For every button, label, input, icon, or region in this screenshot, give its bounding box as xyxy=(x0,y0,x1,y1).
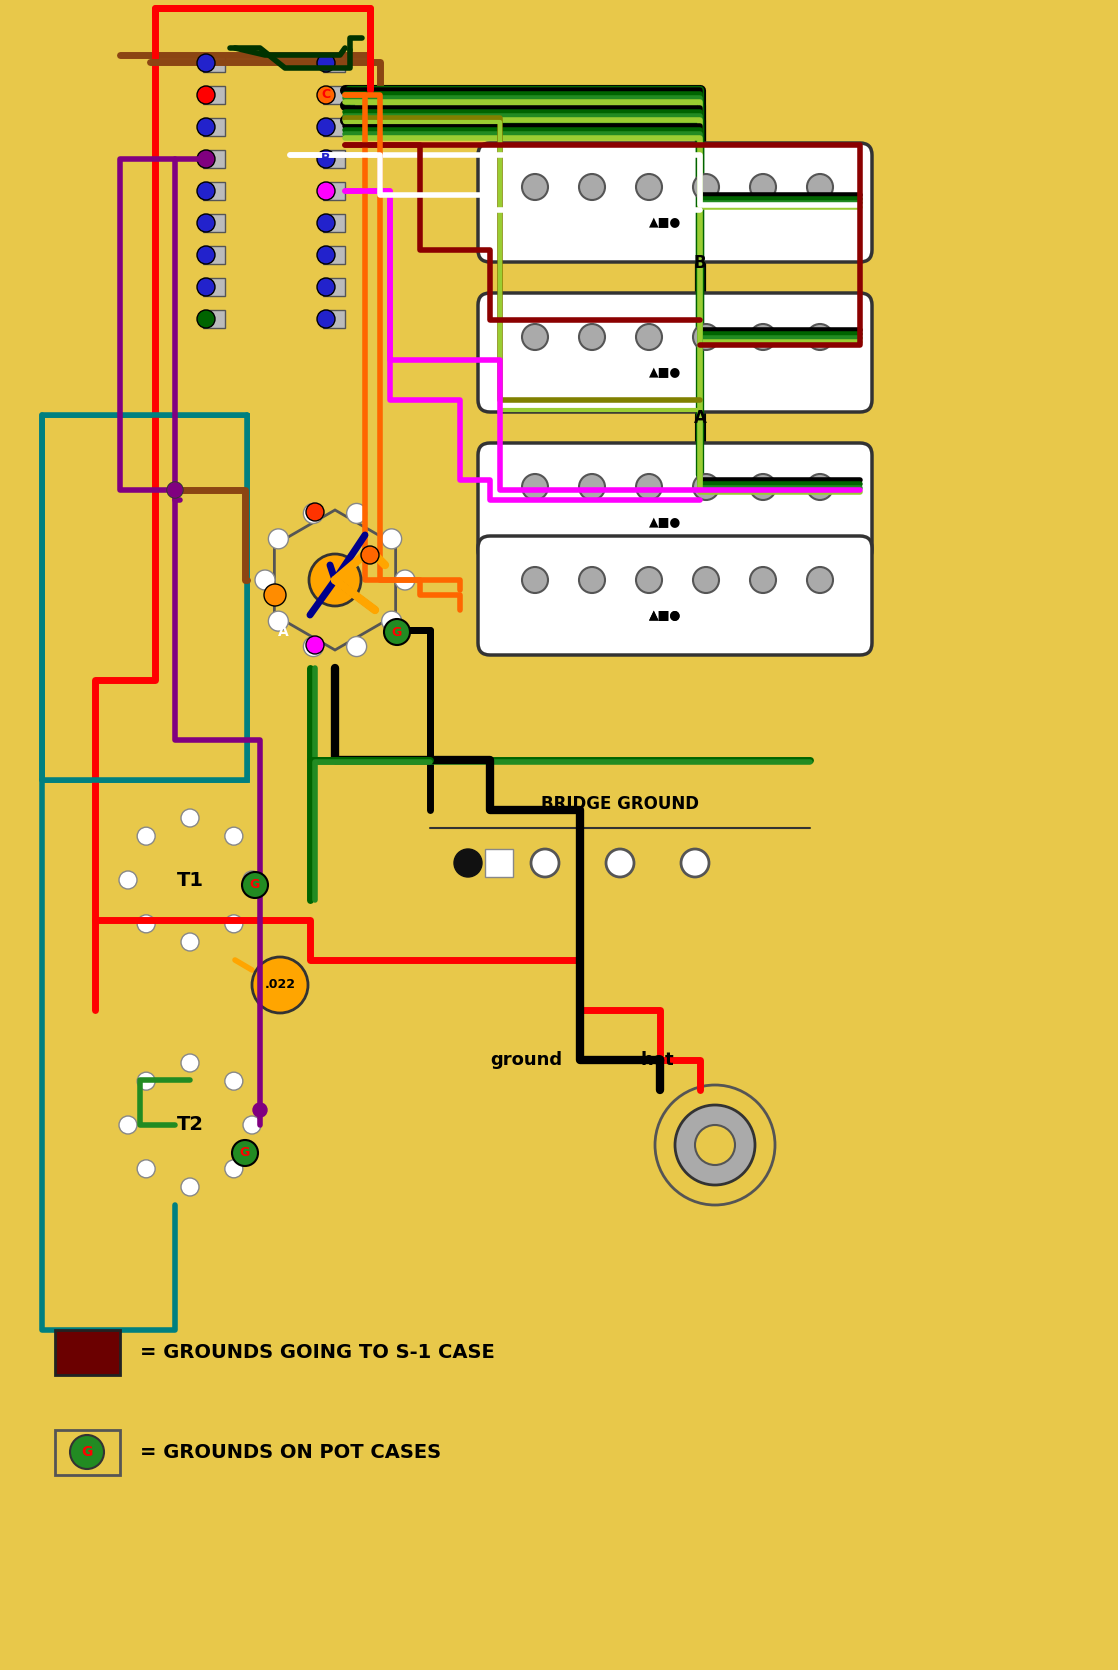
Circle shape xyxy=(110,800,271,960)
Circle shape xyxy=(636,568,662,593)
Text: G: G xyxy=(392,626,402,638)
FancyBboxPatch shape xyxy=(203,150,225,169)
Text: G: G xyxy=(82,1445,93,1460)
Circle shape xyxy=(197,277,215,296)
Circle shape xyxy=(807,324,833,351)
FancyBboxPatch shape xyxy=(323,214,345,232)
FancyBboxPatch shape xyxy=(160,960,180,1010)
Circle shape xyxy=(318,119,334,135)
Circle shape xyxy=(318,119,335,135)
Text: A: A xyxy=(693,409,707,428)
Circle shape xyxy=(636,174,662,200)
Circle shape xyxy=(225,1161,243,1177)
Circle shape xyxy=(268,611,288,631)
FancyBboxPatch shape xyxy=(203,182,225,200)
Text: T1: T1 xyxy=(177,870,203,890)
Circle shape xyxy=(318,311,334,327)
Circle shape xyxy=(318,150,334,167)
Circle shape xyxy=(381,611,401,631)
Text: B: B xyxy=(321,152,331,165)
Circle shape xyxy=(198,215,214,230)
Circle shape xyxy=(138,915,155,934)
Circle shape xyxy=(381,529,401,549)
Circle shape xyxy=(247,493,423,668)
Circle shape xyxy=(522,568,548,593)
Circle shape xyxy=(198,119,214,135)
Text: = GROUNDS GOING TO S-1 CASE: = GROUNDS GOING TO S-1 CASE xyxy=(140,1343,495,1361)
Circle shape xyxy=(318,184,334,199)
Circle shape xyxy=(318,247,334,262)
FancyBboxPatch shape xyxy=(200,960,220,1010)
Text: = GROUNDS ON POT CASES: = GROUNDS ON POT CASES xyxy=(140,1443,442,1461)
Circle shape xyxy=(522,174,548,200)
Circle shape xyxy=(255,569,275,590)
Circle shape xyxy=(395,569,415,590)
Circle shape xyxy=(110,1045,271,1206)
Circle shape xyxy=(655,1086,775,1206)
Circle shape xyxy=(693,474,719,499)
FancyBboxPatch shape xyxy=(55,1329,120,1374)
Text: G: G xyxy=(250,878,260,892)
Circle shape xyxy=(138,1072,155,1091)
Circle shape xyxy=(695,1126,735,1166)
Circle shape xyxy=(750,474,776,499)
Circle shape xyxy=(309,554,361,606)
Circle shape xyxy=(318,279,334,296)
Circle shape xyxy=(318,182,335,200)
Circle shape xyxy=(119,1116,138,1134)
FancyBboxPatch shape xyxy=(203,214,225,232)
Circle shape xyxy=(318,277,335,296)
Circle shape xyxy=(197,85,215,104)
FancyBboxPatch shape xyxy=(479,144,872,262)
FancyBboxPatch shape xyxy=(160,1206,180,1254)
Circle shape xyxy=(225,827,243,845)
Text: hot: hot xyxy=(639,1050,674,1069)
Circle shape xyxy=(306,636,324,655)
Circle shape xyxy=(168,483,182,498)
Circle shape xyxy=(750,174,776,200)
FancyBboxPatch shape xyxy=(479,292,872,412)
Circle shape xyxy=(167,483,183,498)
FancyBboxPatch shape xyxy=(203,245,225,264)
FancyBboxPatch shape xyxy=(203,53,225,72)
Text: BRIDGE GROUND: BRIDGE GROUND xyxy=(541,795,699,813)
Circle shape xyxy=(693,174,719,200)
Circle shape xyxy=(264,584,286,606)
Text: ▲■●: ▲■● xyxy=(648,610,681,623)
FancyBboxPatch shape xyxy=(323,85,345,104)
Circle shape xyxy=(70,1435,104,1470)
FancyBboxPatch shape xyxy=(323,311,345,327)
Circle shape xyxy=(198,150,214,167)
Circle shape xyxy=(361,546,379,564)
Circle shape xyxy=(807,474,833,499)
FancyBboxPatch shape xyxy=(323,245,345,264)
Circle shape xyxy=(318,215,334,230)
Circle shape xyxy=(252,957,307,1014)
FancyBboxPatch shape xyxy=(479,443,872,563)
Circle shape xyxy=(241,872,268,898)
FancyBboxPatch shape xyxy=(323,119,345,135)
Circle shape xyxy=(579,174,605,200)
Circle shape xyxy=(303,503,323,523)
Circle shape xyxy=(181,1177,199,1196)
FancyBboxPatch shape xyxy=(430,778,811,898)
Text: T2: T2 xyxy=(177,1116,203,1134)
Circle shape xyxy=(579,324,605,351)
FancyBboxPatch shape xyxy=(345,668,364,723)
Circle shape xyxy=(454,848,482,877)
FancyBboxPatch shape xyxy=(323,277,345,296)
Circle shape xyxy=(306,503,324,521)
Text: ground: ground xyxy=(490,1050,562,1069)
Circle shape xyxy=(579,568,605,593)
FancyBboxPatch shape xyxy=(485,848,513,877)
Text: C: C xyxy=(322,89,331,102)
Circle shape xyxy=(268,529,288,549)
Circle shape xyxy=(750,324,776,351)
Circle shape xyxy=(243,872,260,888)
Circle shape xyxy=(197,53,215,72)
FancyBboxPatch shape xyxy=(305,668,325,723)
Circle shape xyxy=(197,214,215,232)
Circle shape xyxy=(631,1060,800,1231)
Circle shape xyxy=(225,915,243,934)
